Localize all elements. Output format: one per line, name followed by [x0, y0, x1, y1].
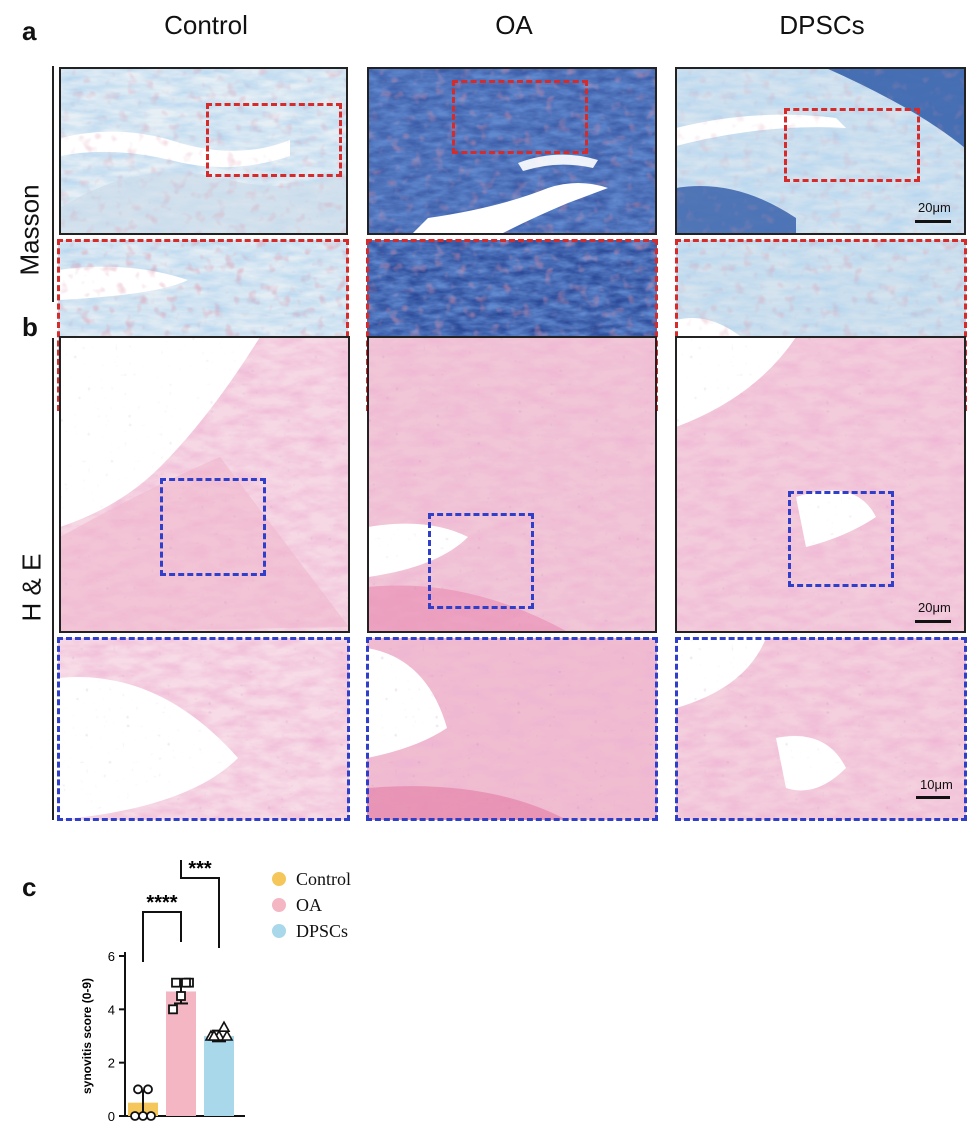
he-oa-overview: [367, 336, 657, 633]
legend-swatch-dpscs: [272, 924, 286, 938]
scale-label-he-low: 20μm: [918, 600, 951, 615]
data-point-control: [143, 1084, 153, 1095]
significance-label: ***: [188, 860, 212, 880]
row-label-masson: Masson: [14, 184, 45, 276]
he-dpscs-overview: [675, 336, 966, 633]
data-point-oa: [171, 977, 181, 988]
panel-label-b: b: [22, 312, 38, 342]
he-control-overview: [59, 336, 350, 633]
bar-dpscs: [204, 1036, 234, 1116]
scale-label-he-high: 10μm: [920, 777, 953, 792]
legend-swatch-control: [272, 872, 286, 886]
data-point-oa: [181, 977, 191, 988]
scale-bar-he-low: [915, 620, 951, 623]
legend-item-oa: OA: [272, 892, 351, 918]
he-dpscs-zoom: [675, 637, 967, 821]
row-divider-he: [52, 338, 54, 820]
scale-label-masson-low: 20μm: [918, 200, 951, 215]
masson-control-roi: [206, 103, 342, 177]
he-oa-roi: [428, 513, 534, 609]
masson-dpscs-roi: [784, 108, 920, 182]
row-label-he: H & E: [16, 553, 47, 622]
y-tick-label: 6: [108, 949, 115, 964]
y-axis-label: synovitis score (0-9): [80, 978, 94, 1094]
panel-label-c: c: [22, 872, 37, 902]
panel-label-a: a: [22, 16, 37, 46]
masson-oa-roi: [452, 80, 588, 154]
data-point-dpscs: [220, 1029, 234, 1041]
y-tick-label: 0: [108, 1109, 115, 1124]
masson-dpscs-overview: [675, 67, 966, 235]
data-point-control: [146, 1111, 156, 1121]
data-point-control: [130, 1111, 140, 1121]
legend-label-control: Control: [296, 868, 352, 889]
legend-swatch-oa: [272, 898, 286, 912]
scale-bar-masson-low: [915, 220, 951, 223]
data-point-control: [133, 1084, 143, 1095]
he-dpscs-roi: [788, 491, 894, 587]
data-point-control: [138, 1111, 148, 1121]
column-title-dpscs: DPSCs: [779, 10, 865, 40]
column-title-oa: OA: [495, 10, 533, 40]
data-point-oa: [176, 991, 186, 1001]
data-point-dpscs: [217, 1020, 231, 1032]
data-point-dpscs: [207, 1029, 221, 1041]
row-divider-masson: [52, 66, 54, 302]
significance-bracket: [142, 911, 182, 962]
y-tick-label: 4: [108, 1002, 115, 1017]
legend-item-dpscs: DPSCs: [272, 918, 351, 944]
masson-control-overview: [59, 67, 348, 235]
he-control-roi: [160, 478, 266, 576]
chart-legend: Control OA DPSCs: [272, 866, 351, 944]
legend-label-dpscs: DPSCs: [296, 920, 349, 941]
he-oa-zoom: [366, 637, 658, 821]
significance-bracket: [180, 860, 220, 948]
scale-bar-he-high: [916, 796, 950, 799]
he-control-zoom: [57, 637, 350, 821]
legend-item-control: Control: [272, 866, 351, 892]
data-point-oa: [168, 1004, 178, 1015]
y-tick-label: 2: [108, 1056, 115, 1071]
legend-label-oa: OA: [296, 894, 322, 915]
column-title-control: Control: [164, 10, 248, 40]
significance-label: ****: [146, 892, 177, 914]
